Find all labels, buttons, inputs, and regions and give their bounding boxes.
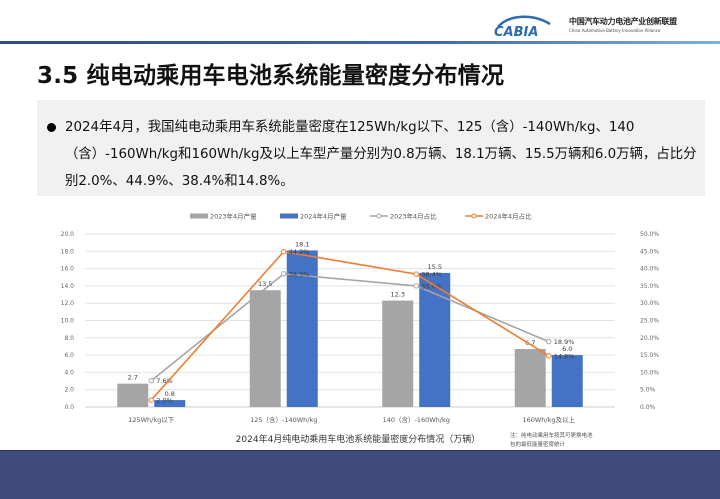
line-marker [546, 353, 552, 359]
line-marker [148, 378, 154, 384]
chart-canvas: 0.02.04.06.08.010.012.014.016.018.020.0 … [61, 212, 660, 449]
category-label: 160Wh/kg及以上 [522, 415, 575, 424]
left-axis-tick: 2.0 [64, 387, 74, 394]
right-axis: 0.0% 5.0% 10.0% 15.0% 20.0% 25.0% 30.0% 35.0% 40… [640, 231, 659, 411]
right-axis-tick: 10.0% [640, 369, 659, 376]
legend-marker [471, 213, 477, 219]
line-marker [281, 271, 287, 277]
right-axis-tick: 45.0% [640, 248, 659, 255]
left-axis: 0.0 2.0 4.0 6.0 8.0 10.0 12.0 14.0 16.0 18.0 20.0 [61, 231, 75, 411]
bar-value-label: 0.8 [165, 390, 175, 398]
line-value-label: 7.6% [156, 377, 173, 385]
line-value-label: 44.9% [289, 248, 310, 256]
bar-value-label: 12.3 [391, 291, 405, 299]
line-value-label: 38.4% [421, 271, 442, 279]
chart-title: 2024年4月纯电动乘用车电池系统能量密度分布情况（万辆） [236, 433, 481, 445]
bar-value-label: 13.5 [258, 280, 272, 288]
line-value-label: 2.0% [156, 397, 173, 405]
bar [154, 400, 186, 407]
line-path [150, 250, 550, 401]
bar [551, 355, 583, 407]
org-name-cn: 中国汽车动力电池产业创新联盟 [569, 17, 677, 26]
right-axis-tick: 5.0% [640, 387, 656, 394]
right-axis-tick: 15.0% [640, 352, 659, 359]
line-value-label: 18.9% [554, 338, 575, 346]
legend-swatch [280, 213, 298, 219]
cabia-logo: CABIA 中国汽车动力电池产业创新联盟 China Automotive Ba… [492, 12, 714, 38]
line-value-label: 14.8% [554, 352, 575, 360]
left-axis-tick: 16.0 [61, 266, 75, 273]
left-axis-tick: 0.0 [64, 404, 74, 411]
bar [514, 349, 546, 407]
line-marker [148, 397, 154, 403]
bar-value-label: 15.5 [428, 263, 442, 271]
bar-value-label: 2.7 [128, 374, 138, 382]
bar-value-label: 6.0 [562, 345, 572, 353]
left-axis-tick: 20.0 [61, 231, 75, 238]
bar-value-label: 6.7 [525, 339, 535, 347]
chart-note-line2: 包的最低能量密度统计 [510, 440, 566, 448]
left-axis-tick: 14.0 [61, 283, 75, 290]
legend-marker [376, 213, 382, 219]
legend-label: 2023年4月占比 [390, 212, 437, 221]
line-path [150, 272, 550, 382]
left-axis-tick: 8.0 [64, 335, 74, 342]
right-axis-tick: 30.0% [640, 300, 659, 307]
left-axis-tick: 12.0 [61, 300, 75, 307]
chart-legend: 2023年4月产量 2024年4月产量 2023年4月占比 2024年4月占比 [190, 212, 532, 221]
category-label: 125Wh/kg以下 [128, 416, 175, 424]
line-series: 7.6% 38.5% 35.0% 18.9% 2.0% 44.9% 38.4% 14.8% [148, 248, 575, 405]
left-axis-tick: 18.0 [61, 248, 75, 255]
line-marker [413, 271, 419, 277]
line-value-label: 35.0% [421, 282, 442, 290]
grid-lines [85, 233, 615, 408]
right-axis-tick: 25.0% [640, 318, 659, 325]
cabia-car-logo-icon: CABIA [494, 15, 551, 38]
left-axis-tick: 10.0 [61, 318, 75, 325]
left-axis-tick: 4.0 [64, 369, 74, 376]
bar [419, 272, 451, 407]
energy-density-chart: 0.0 2.0 4.0 6.0 8.0 10.0 12.0 14.0 16.0 18.0 20.0 … [0, 205, 720, 450]
summary-box: 2024年4月，我国纯电动乘用车系统能量密度在125Wh/kg以下、125（含）… [37, 100, 705, 196]
category-label: 125（含）-140Wh/kg [250, 415, 317, 424]
header-divider [0, 41, 720, 44]
footer-band [0, 450, 720, 499]
category-label: 140（含）-160Wh/kg [383, 415, 450, 424]
right-axis-tick: 40.0% [640, 266, 659, 273]
right-axis-tick: 0.0% [640, 404, 656, 411]
legend-label: 2024年4月占比 [485, 212, 532, 221]
svg-text:CABIA: CABIA [494, 25, 538, 38]
chart-note: 注：纯电动乘用车按其可更换电池 [510, 431, 593, 439]
page-title: 3.5 纯电动乘用车电池系统能量密度分布情况 [37, 63, 505, 89]
line-marker [281, 248, 287, 255]
bullet-icon [47, 123, 56, 132]
left-axis-tick: 6.0 [64, 352, 74, 359]
legend-label: 2023年4月产量 [210, 212, 257, 221]
category-axis: 125Wh/kg以下 125（含）-140Wh/kg 140（含）-160Wh/kg… [128, 415, 575, 424]
line-value-label: 38.5% [289, 270, 310, 278]
bar-series: 2.7 13.5 12.3 6.7 0.8 18.1 15.5 6.0 [117, 240, 583, 407]
legend-swatch [190, 213, 208, 219]
right-axis-tick: 20.0% [640, 335, 659, 342]
bar [249, 290, 281, 407]
bar [117, 383, 149, 407]
legend-label: 2024年4月产量 [300, 212, 347, 221]
line-marker [546, 338, 552, 345]
bar [382, 300, 414, 407]
right-axis-tick: 50.0% [640, 231, 659, 238]
bar-value-label: 18.1 [295, 240, 309, 248]
org-name-en: China Automotive Battery Innovation Alli… [569, 28, 661, 33]
line-marker [413, 283, 419, 289]
summary-text: 2024年4月，我国纯电动乘用车系统能量密度在125Wh/kg以下、125（含）… [65, 120, 697, 189]
right-axis-tick: 35.0% [640, 283, 659, 290]
